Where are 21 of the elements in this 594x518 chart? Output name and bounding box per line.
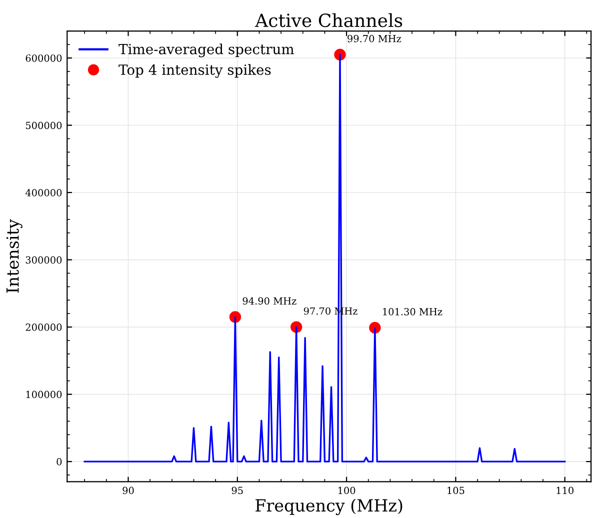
- x-tick-label: 95: [232, 486, 243, 494]
- y-tick-label: 400000: [25, 188, 62, 196]
- x-tick-label: 90: [122, 486, 134, 494]
- chart-title: Active Channels: [254, 13, 402, 28]
- y-tick-label: 300000: [26, 256, 62, 264]
- x-tick-label: 100: [338, 486, 356, 494]
- legend-label: Time-averaged spectrum: [118, 44, 294, 58]
- x-tick-label: 105: [448, 486, 464, 494]
- annotation: 99.70 MHz: [348, 34, 402, 42]
- y-axis-title: Intensity: [6, 219, 22, 293]
- annotation: 101.30 MHz: [383, 308, 442, 316]
- x-tick-label: 110: [556, 486, 574, 494]
- annotation: 94.90 MHz: [242, 297, 296, 305]
- y-tick-label: 600000: [26, 54, 62, 62]
- y-tick-label: 500000: [26, 122, 62, 130]
- y-tick-label: 100000: [26, 390, 62, 398]
- point: [229, 311, 242, 323]
- x-axis-title: Frequency (MHz): [256, 498, 402, 516]
- y-tick-label: 0: [56, 458, 62, 466]
- y-tick-label: 200000: [26, 324, 62, 331]
- legend-label: Top 4 intensity spikes: [118, 64, 271, 78]
